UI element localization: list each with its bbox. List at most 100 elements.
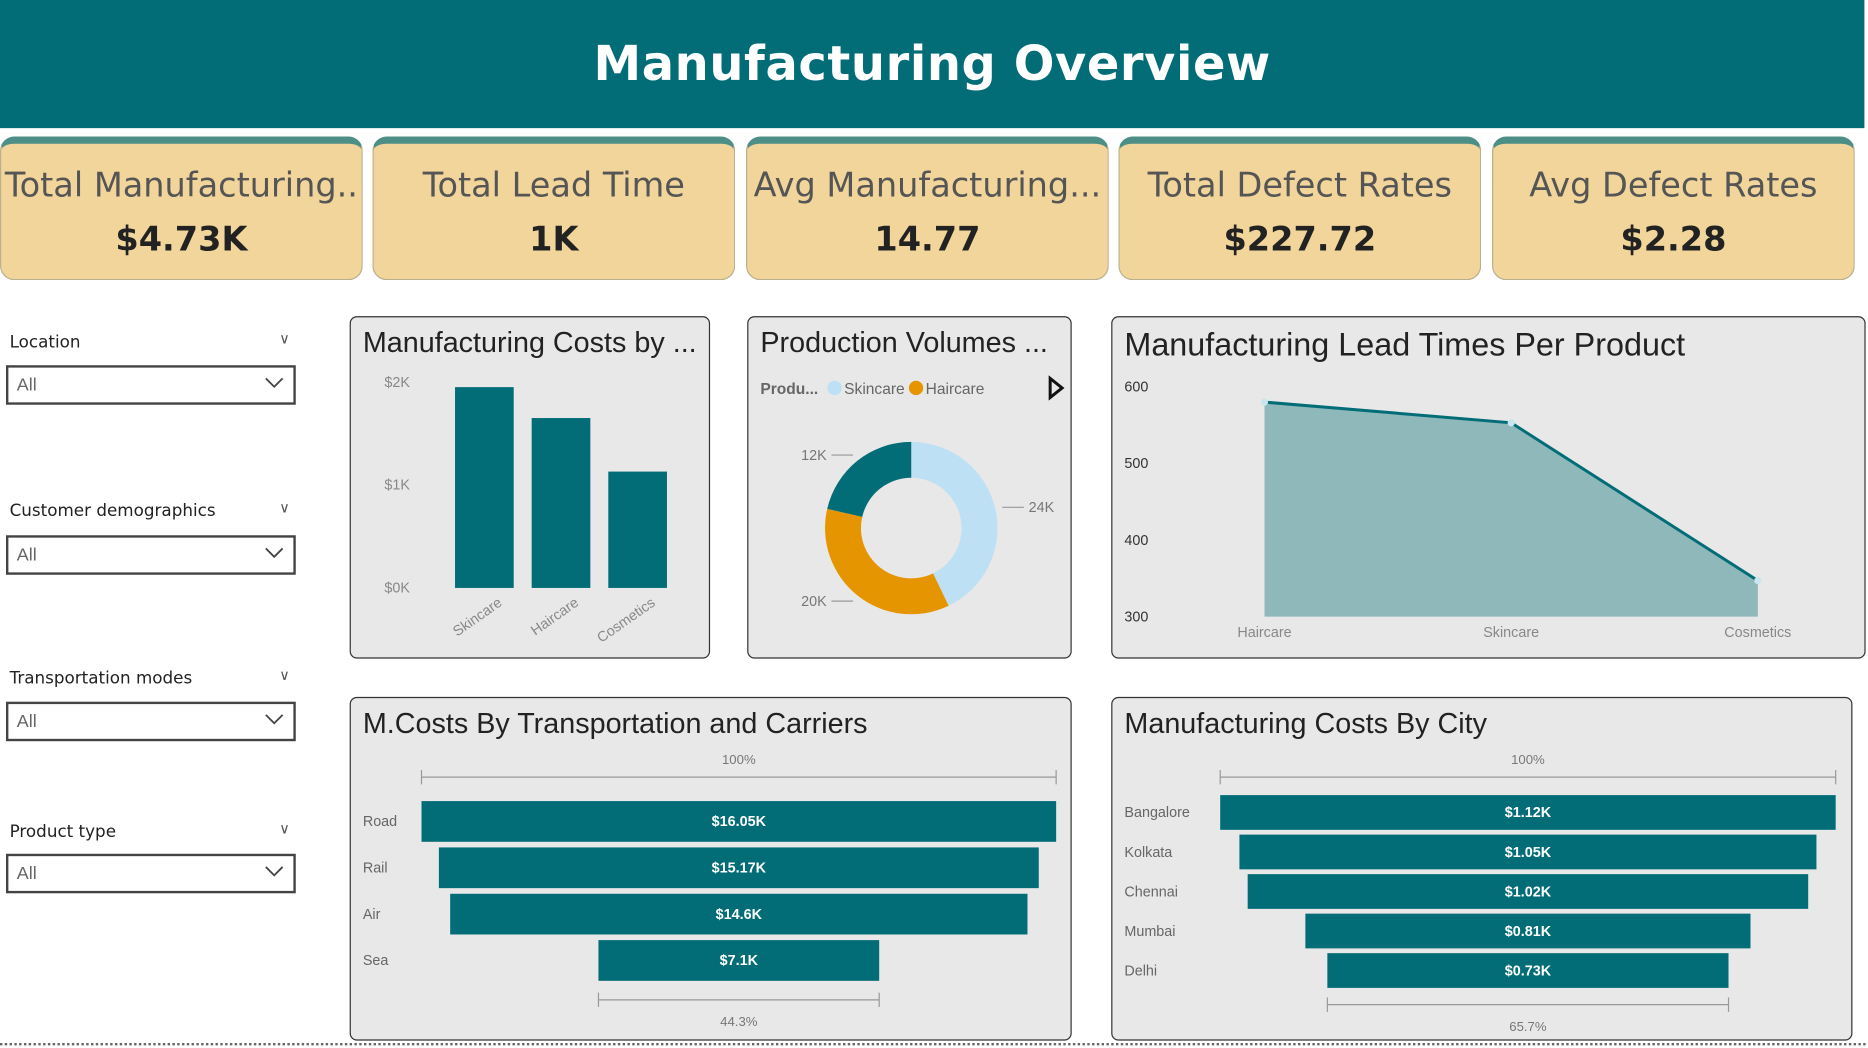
chevron-down-icon xyxy=(265,866,284,877)
funnel-category-label: Kolkata xyxy=(1124,845,1172,861)
x-tick-label: Cosmetics xyxy=(594,595,658,647)
bar-haircare xyxy=(531,418,591,588)
chevron-down-icon xyxy=(265,714,284,725)
chevron-down-icon xyxy=(265,547,284,559)
legend-marker xyxy=(827,380,842,396)
bottom-percent-label: 44.3% xyxy=(720,1014,758,1029)
slicer-label: Transportation modes xyxy=(9,669,193,689)
y-tick-label: 500 xyxy=(1124,456,1148,472)
funnel-bar-road xyxy=(421,801,1057,842)
dropdown-value: All xyxy=(16,863,37,884)
kpi-total-lead-time: Total Lead Time 1K xyxy=(372,136,736,281)
x-tick-label: Skincare xyxy=(450,595,505,640)
production-volumes-card[interactable]: Production Volumes ... Produ... Skincare Ha… xyxy=(747,316,1072,659)
costs-by-product-card[interactable]: Manufacturing Costs by ... $0K $1K $2K Skinc… xyxy=(349,316,711,659)
x-tick-label: Cosmetics xyxy=(1724,625,1791,641)
city-funnel-chart: 100% $1.12K Bangalore $1.05K Kolkata $1.02K Ch… xyxy=(1124,752,1837,1034)
chevron-down-icon[interactable]: ∨ xyxy=(279,666,290,684)
volumes-donut-chart: Produ... Skincare Haircare 24K 20K 12K xyxy=(760,375,1065,615)
chevron-down-icon xyxy=(265,377,284,389)
funnel-category-label: Road xyxy=(363,814,397,830)
slicer-location-header[interactable]: Location ∨ xyxy=(9,330,295,353)
area-fill xyxy=(1264,402,1758,617)
legend-next-arrow-icon xyxy=(1048,375,1065,401)
kpi-value: 1K xyxy=(529,219,579,259)
kpi-value: $227.72 xyxy=(1223,219,1377,259)
customer-demographics-dropdown[interactable]: All xyxy=(5,535,296,575)
funnel-bar-mumbai xyxy=(1305,913,1751,949)
funnel-bar-rail xyxy=(438,847,1039,889)
transportation-modes-dropdown[interactable]: All xyxy=(5,701,296,742)
chart-title: Production Volumes ... xyxy=(760,326,1048,360)
dropdown-value: All xyxy=(16,544,37,566)
lead-times-area-chart: 300 400 500 600 Haircare Skincare Cosmetics xyxy=(1124,380,1791,641)
slicer-label: Product type xyxy=(9,822,117,842)
funnel-value-label: $1.02K xyxy=(1505,884,1552,900)
bottom-bracket xyxy=(1326,997,1730,1012)
kpi-label: Avg Manufacturing... xyxy=(753,165,1102,205)
chart-title: Manufacturing Costs By City xyxy=(1124,707,1487,741)
transport-costs-card[interactable]: M.Costs By Transportation and Carriers 10… xyxy=(349,696,1072,1041)
city-costs-card[interactable]: Manufacturing Costs By City 100% $1.12K Ban… xyxy=(1111,696,1853,1041)
y-tick-label: 400 xyxy=(1124,533,1148,549)
kpi-value: $4.73K xyxy=(115,219,248,259)
slice-haircare xyxy=(825,508,949,615)
slice-label: 20K xyxy=(801,594,827,610)
location-dropdown[interactable]: All xyxy=(5,365,296,405)
funnel-bar-bangalore xyxy=(1220,795,1836,830)
top-percent-label: 100% xyxy=(1511,752,1545,767)
slicer-label: Customer demographics xyxy=(9,501,216,521)
funnel-bar-delhi xyxy=(1327,953,1729,988)
top-percent-label: 100% xyxy=(722,752,756,767)
chart-title: Manufacturing Costs by ... xyxy=(362,326,697,360)
kpi-value: $2.28 xyxy=(1620,219,1727,259)
divider xyxy=(0,1042,1866,1046)
transport-funnel-chart: 100% $16.05K Road $15.17K Rail $14.6K Air $7.1K… xyxy=(363,752,1057,1029)
slicer-product-type-header[interactable]: Product type ∨ xyxy=(9,820,295,842)
funnel-value-label: $1.05K xyxy=(1505,845,1552,861)
kpi-avg-defect-rates: Avg Defect Rates $2.28 xyxy=(1492,136,1855,281)
chart-title: Manufacturing Lead Times Per Product xyxy=(1124,326,1686,363)
x-tick-label: Haircare xyxy=(1237,625,1291,641)
costs-bar-chart: $0K $1K $2K Skincare Haircare Cosmetics xyxy=(384,375,667,647)
funnel-bar-chennai xyxy=(1247,874,1809,909)
funnel-bar-kolkata xyxy=(1239,834,1817,870)
legend-title: Produ... xyxy=(760,381,818,398)
funnel-value-label: $7.1K xyxy=(720,953,759,969)
slice-cosmetics xyxy=(827,441,912,517)
slice-label: 12K xyxy=(801,448,827,464)
chart-title: M.Costs By Transportation and Carriers xyxy=(362,707,868,741)
page-title: Manufacturing Overview xyxy=(593,36,1271,92)
slicer-label: Location xyxy=(9,332,81,353)
slicer-customer-demographics-header[interactable]: Customer demographics ∨ xyxy=(9,499,295,521)
bottom-bracket xyxy=(597,992,880,1008)
funnel-category-label: Rail xyxy=(363,861,388,877)
top-bracket xyxy=(1219,769,1837,785)
bar-skincare xyxy=(455,387,514,588)
funnel-category-label: Air xyxy=(363,907,381,923)
legend-item: Skincare xyxy=(844,381,905,398)
bottom-percent-label: 65.7% xyxy=(1509,1019,1547,1034)
funnel-category-label: Delhi xyxy=(1124,963,1157,979)
chevron-down-icon[interactable]: ∨ xyxy=(279,499,290,517)
dropdown-value: All xyxy=(16,711,37,732)
funnel-category-label: Mumbai xyxy=(1124,924,1175,940)
kpi-label: Total Lead Time xyxy=(422,165,685,205)
legend-marker xyxy=(908,380,924,396)
funnel-bar-air xyxy=(450,893,1028,935)
funnel-value-label: $15.17K xyxy=(712,861,767,877)
chevron-down-icon[interactable]: ∨ xyxy=(279,820,290,838)
data-point xyxy=(1507,419,1515,427)
slice-label: 24K xyxy=(1029,500,1055,516)
funnel-bar-sea xyxy=(598,940,880,981)
product-type-dropdown[interactable]: All xyxy=(5,853,296,894)
kpi-label: Avg Defect Rates xyxy=(1529,165,1818,205)
kpi-label: Total Manufacturing.. xyxy=(4,165,358,205)
funnel-category-label: Chennai xyxy=(1124,884,1178,900)
chevron-down-icon[interactable]: ∨ xyxy=(279,330,290,348)
lead-times-card[interactable]: Manufacturing Lead Times Per Product 300 4… xyxy=(1111,316,1866,659)
funnel-category-label: Sea xyxy=(363,953,389,969)
slicer-transportation-modes-header[interactable]: Transportation modes ∨ xyxy=(9,666,295,689)
funnel-value-label: $1.12K xyxy=(1505,805,1552,821)
slice-skincare xyxy=(911,441,998,606)
